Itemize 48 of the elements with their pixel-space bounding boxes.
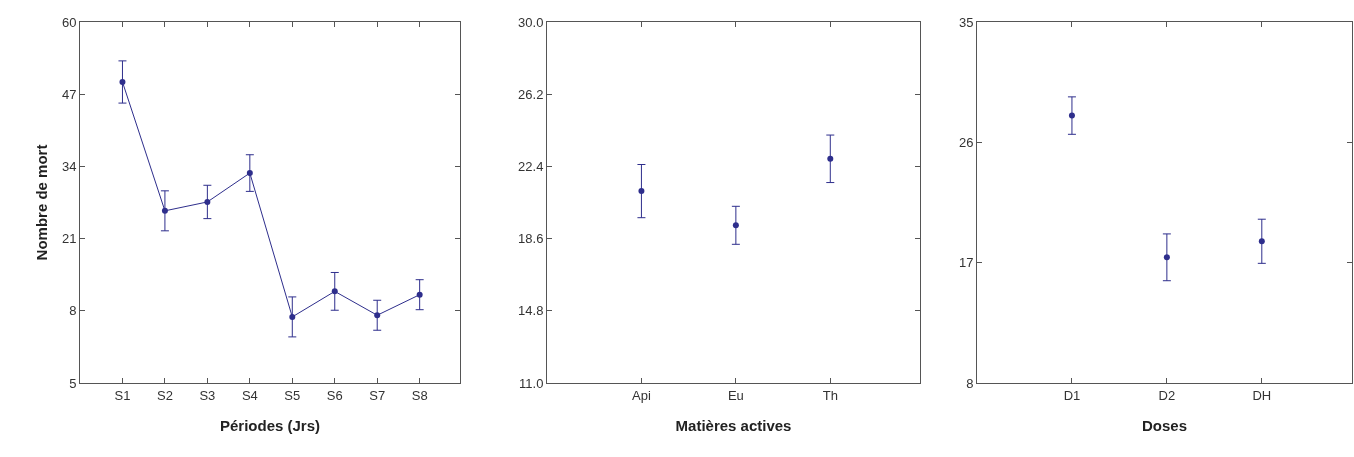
y-tick-label: 17	[958, 255, 974, 271]
y-tick-label: 14.8	[518, 303, 544, 319]
y-tick-label: 21	[61, 231, 77, 247]
point	[827, 155, 834, 162]
point	[1163, 254, 1170, 261]
x-tick-label: S2	[156, 387, 173, 403]
y-tick-label: 22.4	[518, 158, 544, 174]
point	[1068, 112, 1075, 119]
x-tick-label: D1	[1063, 387, 1081, 403]
y-tick-label: 26	[958, 134, 974, 150]
y-tick-label: 5	[69, 375, 77, 391]
point	[289, 313, 296, 320]
x-axis-title: Périodes (Jrs)	[219, 416, 321, 434]
y-tick-label: 11.0	[519, 375, 544, 391]
x-tick-label: S6	[326, 387, 343, 403]
y-tick-label: 8	[966, 375, 974, 391]
y-tick-label: 35	[958, 14, 974, 30]
x-axis-title: Matières actives	[675, 416, 792, 434]
point	[374, 312, 381, 319]
y-tick-label: 60	[61, 14, 77, 30]
x-tick-label: DH	[1252, 387, 1272, 403]
y-tick-label: 18.6	[518, 231, 544, 247]
x-tick-label: S3	[199, 387, 216, 403]
y-tick-label: 47	[61, 86, 77, 102]
y-tick-label: 8	[69, 303, 77, 319]
x-tick-label: D2	[1158, 387, 1176, 403]
point	[119, 78, 126, 85]
x-tick-label: S4	[241, 387, 258, 403]
x-tick-label: S5	[284, 387, 301, 403]
x-axis-title: Doses	[1141, 416, 1188, 434]
x-tick-label: Eu	[727, 387, 744, 403]
point	[204, 198, 211, 205]
y-tick-label: 34	[61, 158, 77, 174]
point	[161, 207, 168, 214]
point	[1258, 238, 1265, 245]
point	[732, 222, 739, 229]
point	[331, 288, 338, 295]
y-tick-label: 26.2	[518, 86, 544, 102]
point	[416, 291, 423, 298]
y-axis-title: Nombre de mort	[33, 144, 51, 261]
x-tick-label: S1	[114, 387, 131, 403]
x-tick-label: S8	[411, 387, 428, 403]
point	[246, 170, 253, 177]
x-tick-label: Api	[632, 387, 651, 403]
point	[638, 188, 645, 195]
y-tick-label: 30.0	[518, 14, 544, 30]
x-tick-label: S7	[369, 387, 386, 403]
x-tick-label: Th	[822, 387, 838, 403]
